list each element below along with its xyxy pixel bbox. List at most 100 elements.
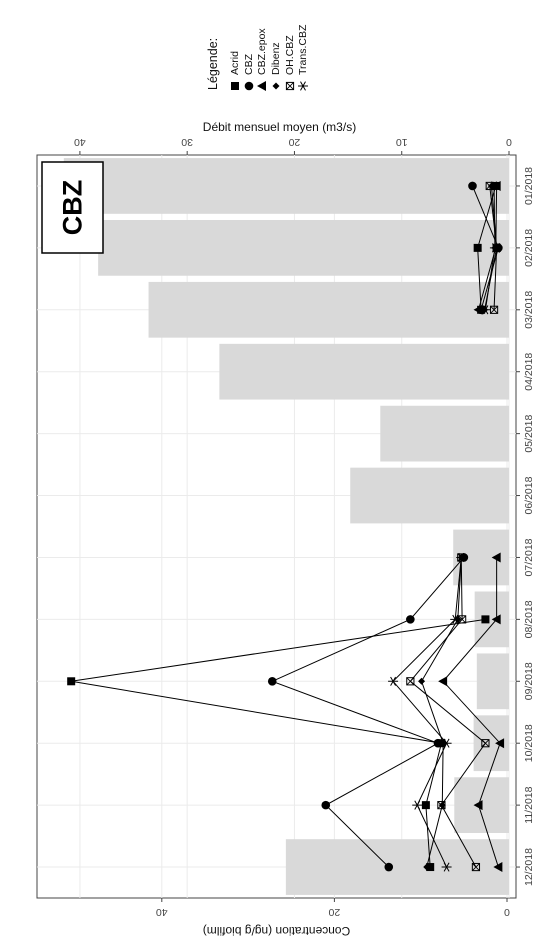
legend-key-cbz-epox [257,81,266,91]
category-tick-label: 10/2018 [523,724,535,762]
legend-label-dibenz: Dibenz [270,42,282,75]
point-cbz-epox-08-2018 [491,614,501,625]
category-tick-label: 04/2018 [523,353,535,391]
flow-bar-05-2018 [380,405,509,462]
point-dibenz-12-2018 [423,863,431,871]
plot-panel: CBZ [36,154,517,899]
point-trans-cbz-11-2018 [412,800,423,810]
marker-cross [490,305,498,314]
point-dibenz-11-2018 [438,801,446,809]
category-tick-label: 08/2018 [523,600,535,638]
series-line-oh-cbz [409,557,487,868]
point-cbz-01-2018 [468,181,477,191]
marker-cross [286,82,294,90]
legend-label-cbz-epox: CBZ.epox [256,28,268,75]
flow-bar-01-2018 [63,158,510,214]
marker-box [437,801,446,810]
concentration-tick-label: 0 [504,906,510,918]
marker-box [489,305,499,314]
legend-title: Légende: [206,38,220,90]
point-cbz-09-2018 [267,676,277,686]
point-dibenz-09-2018 [418,677,426,685]
flow-tick-label: 20 [288,136,300,148]
concentration-markers [67,180,505,873]
legend-key-acrid [231,82,239,90]
flow-axis-title: Débit mensuel moyen (m3/s) [203,120,356,134]
point-cbz-epox-12-2018 [493,862,503,873]
flow-bar-03-2018 [148,281,509,338]
flow-tick-label: 30 [181,136,193,148]
point-trans-cbz-08-2018 [450,614,461,624]
marker-box [285,81,295,91]
flow-bar-02-2018 [98,220,510,276]
marker-box [481,739,490,748]
concentration-tick-label: 40 [156,906,168,918]
category-tick-label: 11/2018 [523,786,535,823]
point-cbz-epox-10-2018 [495,738,505,749]
legend: Légende: Acrid CBZ CBZ.epox Dibenz OH.CBZ Tra… [206,24,309,91]
point-oh-cbz-11-2018 [437,801,446,810]
category-tick-label: 09/2018 [523,662,535,700]
point-trans-cbz-03-2018 [480,305,491,315]
flow-bar-06-2018 [350,467,509,524]
category-tick-label: 12/2018 [523,848,535,886]
point-cbz-epox-03-2018 [473,304,483,315]
point-cbz-epox-09-2018 [438,676,448,687]
category-tick-label: 06/2018 [523,476,535,514]
point-trans-cbz-02-2018 [489,243,500,253]
flow-tick-label: 0 [506,136,512,148]
legend-label-acrid: Acrid [229,51,241,75]
marker-cross [481,739,490,748]
legend-key-trans-cbz [298,81,308,91]
point-trans-cbz-09-2018 [388,676,399,686]
point-acrid-11-2018 [421,801,430,810]
point-oh-cbz-12-2018 [471,862,481,872]
panel-label: CBZ [58,180,88,236]
category-tick-label: 05/2018 [523,414,535,452]
legend-label-cbz: CBZ [243,53,255,75]
point-trans-cbz-07-2018 [456,552,467,563]
point-cbz-11-2018 [321,800,331,810]
concentration-axis-title: Concentration (ng/g biofilm) [203,924,350,938]
flow-bar-09-2018 [476,653,509,710]
legend-label-trans-cbz: Trans.CBZ [297,24,309,75]
series-line-trans-cbz [392,557,462,868]
point-trans-cbz-01-2018 [489,181,500,191]
point-acrid-02-2018 [473,243,482,252]
point-oh-cbz-10-2018 [481,739,490,748]
point-cbz-epox-11-2018 [473,800,483,811]
legend-key-oh-cbz [285,81,295,91]
point-cbz-12-2018 [384,862,394,872]
marker-box [471,862,481,872]
point-cbz-epox-07-2018 [491,552,501,563]
category-tick-label: 07/2018 [523,538,535,576]
flow-bar-12-2018 [285,839,509,895]
concentration-tick-label: 20 [328,906,340,918]
flow-tick-label: 40 [74,136,86,148]
category-tick-label: 01/2018 [523,167,535,205]
point-acrid-09-2018 [67,677,76,686]
legend-key-cbz [244,81,254,91]
legend-key-dibenz [272,82,280,90]
plot-background [36,154,517,899]
marker-box [406,677,415,686]
panel-label-frame [41,161,104,254]
flow-bar-04-2018 [219,343,509,400]
point-oh-cbz-03-2018 [489,305,499,314]
flow-tick-label: 10 [396,136,408,148]
legend-label-oh-cbz: OH.CBZ [284,35,296,75]
point-trans-cbz-12-2018 [441,862,452,872]
point-trans-cbz-10-2018 [441,738,452,748]
point-cbz-10-2018 [433,738,443,748]
series-line-cbz-epox [442,557,501,868]
flow-bars [63,158,510,895]
marker-cross [458,615,467,624]
marker-cross [472,863,480,871]
marker-cross [406,677,415,686]
legend-items: Acrid CBZ CBZ.epox Dibenz OH.CBZ Trans.CBZ [229,24,309,91]
category-tick-label: 02/2018 [523,229,535,267]
marker-cross [437,801,446,810]
panel-label-box: CBZ [41,161,104,254]
axes: 01/2018 02/2018 03/2018 04/2018 05/2018 06/20… [74,136,535,918]
